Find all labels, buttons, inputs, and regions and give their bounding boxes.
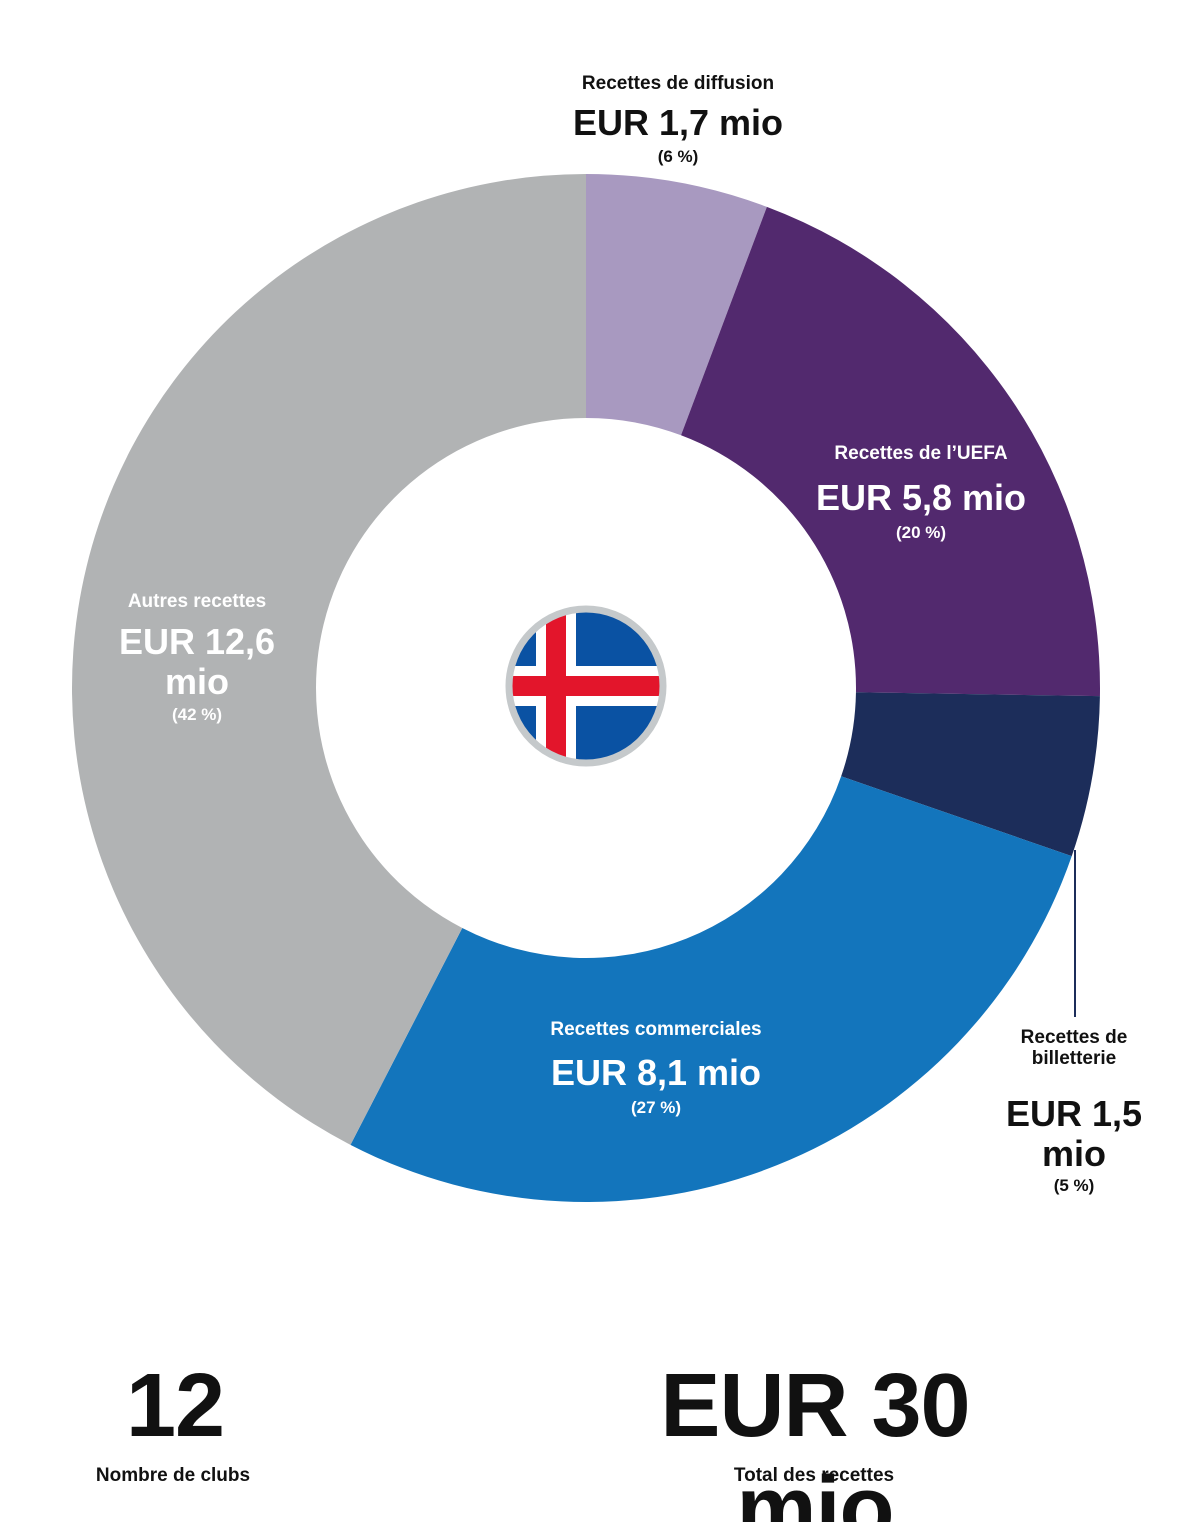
slice-category: Autres recettes [127,591,267,612]
slice-percent-label: (42 %) [171,705,223,724]
flag-border [505,605,667,767]
slice-percent-label: (6 %) [657,147,699,166]
slice-value-label: EUR 8,1 mio [550,1052,762,1093]
slice-category: Recettes de billetterie [1020,1027,1128,1069]
slice-value-label: EUR 12,6 mio [118,621,276,702]
slice-percent-label: (27 %) [630,1098,682,1117]
donut-slice [350,776,1072,1203]
slice-category: Recettes de l’UEFA [834,443,1008,464]
slice-category: Recettes de diffusion [581,73,775,94]
flag [512,612,660,760]
clubs-count: 12 [125,1356,225,1456]
clubs-caption: Nombre de clubs [95,1465,251,1486]
slice-percent-label: (20 %) [895,523,947,542]
slice-value-label: EUR 1,5 mio [1005,1093,1143,1174]
donut-slice [586,174,767,436]
donut-slice [841,692,1100,857]
slice-category: Recettes commerciales [550,1019,762,1040]
donut-slice [681,206,1100,697]
total-text: EUR 30 mio [660,1356,970,1522]
total-caption: Total des recettes [733,1465,895,1486]
slice-value-label: EUR 1,7 mio [572,102,784,143]
slice-percent-label: (5 %) [1053,1176,1095,1195]
slice-value-label: EUR 5,8 mio [815,477,1027,518]
donut-slice [71,174,587,1145]
